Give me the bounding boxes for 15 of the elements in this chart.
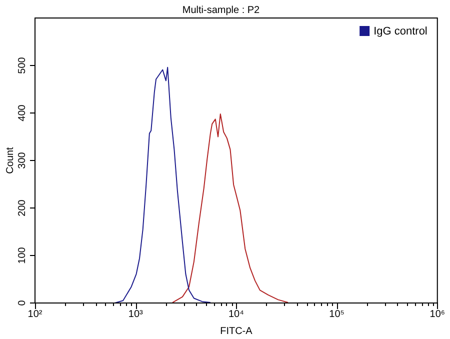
x-tick-label: 10² bbox=[28, 308, 43, 320]
x-tick-label: 10⁴ bbox=[228, 308, 244, 320]
x-tick-label: 10³ bbox=[128, 308, 144, 320]
y-tick-label: 300 bbox=[16, 152, 28, 169]
legend-label: IgG control bbox=[374, 26, 428, 38]
x-tick-label: 10⁵ bbox=[329, 308, 344, 320]
y-tick-label: 100 bbox=[16, 246, 28, 264]
x-tick-label: 10⁶ bbox=[430, 308, 446, 320]
y-axis-title: Count bbox=[4, 146, 16, 174]
y-tick-label: 0 bbox=[16, 300, 28, 306]
x-axis-title: FITC-A bbox=[220, 326, 253, 337]
y-tick-label: 400 bbox=[16, 104, 28, 122]
chart-title: Multi-sample : P2 bbox=[182, 4, 260, 16]
y-tick-label: 200 bbox=[16, 199, 28, 216]
y-tick-label: 500 bbox=[16, 56, 28, 74]
